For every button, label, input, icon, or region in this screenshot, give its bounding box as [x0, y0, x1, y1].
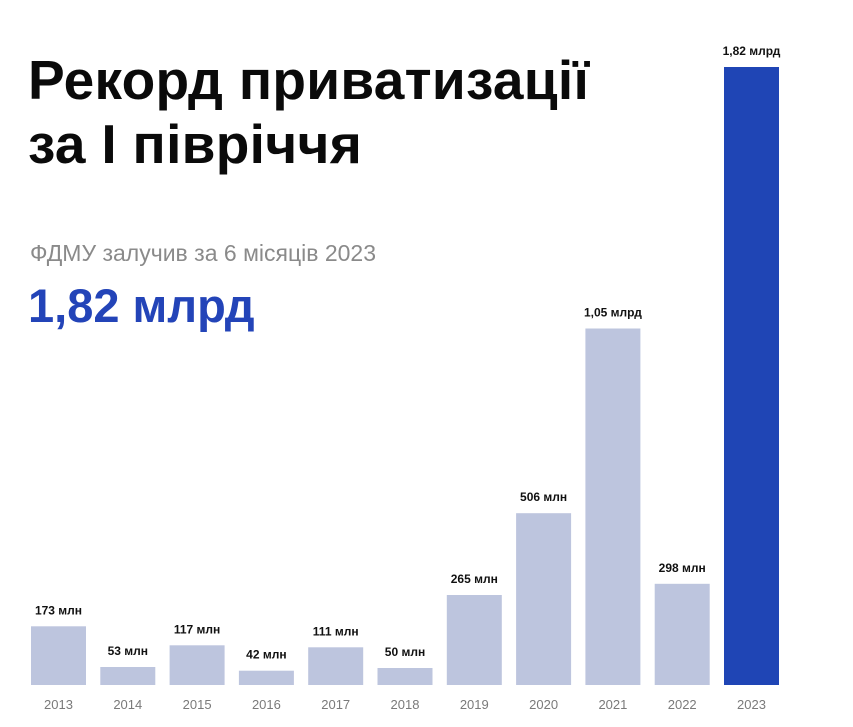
data-label-2014: 53 млн: [108, 644, 148, 658]
x-tick-2020: 2020: [529, 697, 558, 712]
bar-2023: [724, 67, 779, 685]
data-label-2018: 50 млн: [385, 645, 425, 659]
data-label-2022: 298 млн: [659, 561, 706, 575]
x-tick-2018: 2018: [391, 697, 420, 712]
x-tick-2015: 2015: [183, 697, 212, 712]
bar-2016: [238, 670, 294, 685]
bar-2020: [516, 513, 572, 685]
data-label-2019: 265 млн: [451, 572, 498, 586]
data-label-2021: 1,05 млрд: [584, 306, 642, 320]
data-label-2016: 42 млн: [246, 648, 286, 662]
chart-title-line-1: Рекорд приватизації: [28, 49, 590, 111]
data-label-2023: 1,82 млрд: [723, 44, 781, 58]
x-tick-2013: 2013: [44, 697, 73, 712]
bar-2021: [585, 328, 641, 685]
chart-title-line-2: за І півріччя: [28, 113, 363, 175]
bar-2014: [100, 667, 156, 685]
data-label-2013: 173 млн: [35, 603, 82, 617]
x-tick-2022: 2022: [668, 697, 697, 712]
x-tick-2016: 2016: [252, 697, 281, 712]
bar-2018: [377, 668, 433, 685]
x-tick-2017: 2017: [321, 697, 350, 712]
data-label-2017: 111 млн: [313, 624, 359, 638]
x-tick-2021: 2021: [598, 697, 627, 712]
bar-2019: [446, 595, 502, 685]
data-label-2020: 506 млн: [520, 490, 567, 504]
chart-title: Рекорд приватизації за І півріччя: [28, 48, 589, 176]
data-label-2015: 117 млн: [174, 622, 220, 636]
bar-2022: [654, 583, 710, 685]
x-tick-2023: 2023: [737, 697, 766, 712]
chart-subtitle: ФДМУ залучив за 6 місяців 2023: [30, 240, 376, 266]
highlight-value: 1,82 млрд: [28, 279, 255, 332]
bar-2017: [308, 647, 364, 685]
x-tick-2014: 2014: [113, 697, 142, 712]
bar-2015: [169, 645, 225, 685]
bar-2013: [31, 626, 86, 685]
x-tick-2019: 2019: [460, 697, 489, 712]
